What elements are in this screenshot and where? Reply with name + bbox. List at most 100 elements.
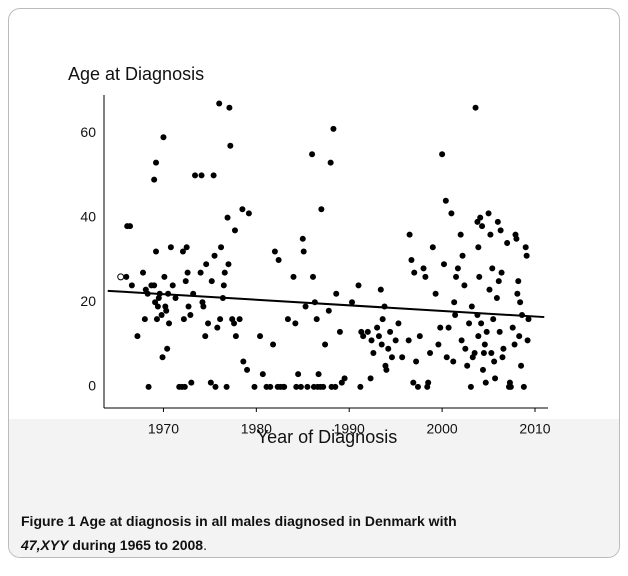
point — [290, 273, 297, 280]
point — [214, 324, 221, 331]
point — [439, 151, 446, 158]
y-tick-label: 0 — [88, 378, 96, 394]
point — [485, 210, 492, 217]
point — [349, 299, 356, 306]
y-tick-label: 40 — [80, 208, 96, 224]
point — [153, 248, 160, 255]
point — [457, 231, 464, 238]
y-tick-label: 60 — [80, 124, 96, 140]
point — [140, 269, 147, 276]
point — [202, 333, 209, 340]
x-tick-label: 1980 — [241, 421, 272, 437]
point — [325, 307, 332, 314]
point — [499, 354, 506, 361]
point — [240, 358, 247, 365]
point — [495, 278, 502, 285]
point — [225, 261, 232, 268]
point — [477, 214, 484, 221]
point — [443, 354, 450, 361]
point — [223, 383, 230, 390]
point — [479, 366, 486, 373]
point — [377, 286, 384, 293]
point — [368, 337, 375, 344]
x-axis-label: Year of Diagnosis — [257, 427, 397, 447]
point — [295, 371, 302, 378]
point — [388, 354, 395, 361]
point — [199, 299, 206, 306]
point — [164, 345, 171, 352]
point — [166, 320, 173, 327]
x-tick-label: 1990 — [334, 421, 365, 437]
point — [379, 316, 386, 323]
point — [117, 273, 125, 281]
caption-end: . — [203, 537, 207, 553]
caption-italic: 47,XYY — [21, 537, 69, 553]
point — [509, 324, 516, 331]
x-tick-label: 2010 — [519, 421, 550, 437]
point — [476, 273, 483, 280]
point — [315, 371, 322, 378]
point — [480, 350, 487, 357]
point — [318, 206, 325, 213]
point — [207, 379, 214, 386]
point — [432, 290, 439, 297]
point — [479, 223, 486, 230]
point — [357, 383, 364, 390]
point — [427, 350, 434, 357]
point — [167, 244, 174, 251]
point — [413, 358, 420, 365]
point — [203, 261, 210, 268]
point — [512, 231, 519, 238]
point — [192, 172, 199, 179]
point — [493, 295, 500, 302]
point — [220, 282, 227, 289]
point — [448, 210, 455, 217]
point — [374, 324, 381, 331]
point — [183, 244, 190, 251]
point — [496, 328, 503, 335]
point — [482, 379, 489, 386]
point — [523, 252, 530, 259]
point — [511, 341, 518, 348]
point — [451, 299, 458, 306]
point — [408, 256, 415, 263]
point — [468, 303, 475, 310]
point — [245, 210, 252, 217]
point — [161, 273, 168, 280]
point — [302, 303, 309, 310]
point — [320, 383, 327, 390]
point — [327, 159, 334, 166]
point — [151, 176, 158, 183]
point — [516, 333, 523, 340]
point — [445, 324, 452, 331]
trend-line — [107, 289, 545, 319]
point — [387, 328, 394, 335]
point — [151, 282, 158, 289]
point — [270, 341, 277, 348]
point — [416, 333, 423, 340]
point — [154, 303, 161, 310]
point — [514, 290, 521, 297]
point — [226, 104, 233, 111]
point — [198, 172, 205, 179]
point — [152, 299, 159, 306]
point — [267, 383, 274, 390]
point — [309, 151, 316, 158]
point — [487, 231, 494, 238]
point — [328, 383, 335, 390]
point — [309, 273, 316, 280]
point — [355, 282, 362, 289]
caption-text: during 1965 to 2008 — [72, 537, 204, 553]
point — [481, 341, 488, 348]
point — [475, 333, 482, 340]
point — [184, 269, 191, 276]
point — [158, 311, 165, 318]
point — [169, 282, 176, 289]
point — [472, 104, 479, 111]
point — [208, 278, 215, 285]
point — [299, 235, 306, 242]
point — [304, 383, 311, 390]
point — [231, 320, 238, 327]
y-axis-label: Age at Diagnosis — [68, 64, 204, 84]
